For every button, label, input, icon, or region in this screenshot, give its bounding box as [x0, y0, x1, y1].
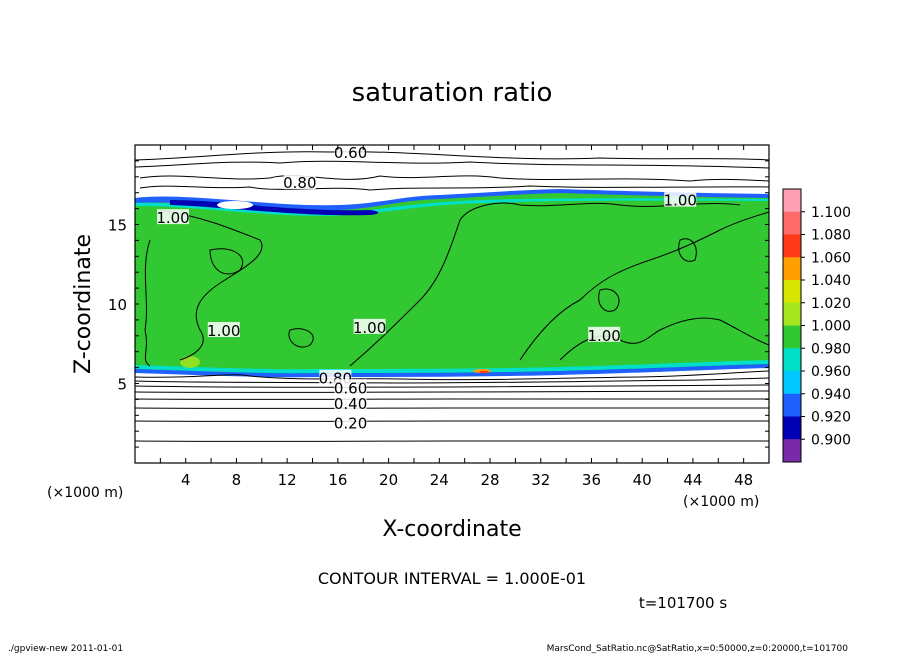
colorbar-swatch: [783, 302, 801, 326]
y-tick-label: 10: [108, 296, 127, 314]
contour-label-bg: [157, 209, 190, 225]
contour-label: 0.80: [283, 174, 316, 192]
time-label: t=101700 s: [639, 594, 727, 612]
colorbar-swatch: [783, 371, 801, 395]
contour-label-bg: [664, 191, 697, 207]
contour-label-bg: [334, 414, 367, 430]
contour-line: [135, 390, 769, 393]
contour-line: [135, 377, 769, 384]
x-tick-label: 48: [734, 471, 753, 489]
x-axis-label: X-coordinate: [382, 517, 521, 542]
colorbar-swatch: [783, 439, 801, 463]
footer-left: ./gpview-new 2011-01-01: [8, 644, 123, 654]
contour-labels: 0.600.801.001.001.00 1.00 1.000.800.600.40…: [156, 143, 697, 432]
x-unit-label: (×1000 m): [683, 494, 759, 510]
chart-title: saturation ratio: [352, 78, 553, 108]
colorbar-label: 1.080: [811, 228, 851, 244]
white-patch: [217, 201, 253, 209]
contour-lines: [135, 151, 769, 442]
contour-line: [135, 160, 769, 169]
footer-right: MarsCond_SatRatio.nc@SatRatio,x=0:50000,…: [547, 644, 849, 654]
y-unit-label: (×1000 m): [47, 485, 123, 501]
contour-line: [135, 370, 769, 381]
red-spot: [479, 370, 489, 374]
y-axis-label: Z-coordinate: [71, 234, 96, 374]
y-tick-label: 5: [117, 376, 127, 394]
colorbar-swatch: [783, 348, 801, 372]
contour-label: 0.40: [334, 395, 367, 413]
contour-line: [139, 175, 769, 182]
contour-line: [598, 288, 620, 312]
lower-cyan-band: [135, 360, 769, 374]
colorbar-label: 1.060: [811, 250, 851, 266]
colorbar-label: 1.020: [811, 296, 851, 312]
contour-line: [135, 151, 769, 161]
contour-label: 1.00: [207, 322, 240, 340]
contour-label: 1.00: [353, 319, 386, 337]
x-axis: 4 8 12 16 20 24 28 32 36 40 44 48: [159, 145, 753, 489]
colorbar-swatch: [783, 234, 801, 258]
colorbar-swatch: [783, 325, 801, 349]
contour-line: [519, 211, 769, 361]
contour-line: [139, 185, 769, 191]
contour-line: [159, 209, 263, 361]
saturated-region-fill: [135, 190, 769, 376]
x-tick-label: 44: [683, 471, 702, 489]
light-green-spot: [180, 356, 200, 368]
colorbar-label: 0.900: [811, 432, 851, 448]
y-axis: 5 10 15: [108, 160, 769, 448]
contour-label: 1.00: [156, 209, 189, 227]
contour-line: [349, 202, 741, 367]
x-tick-label: 24: [430, 471, 449, 489]
colorbar-swatch: [783, 280, 801, 304]
contour-label: 0.20: [334, 414, 367, 432]
colorbar-swatch: [783, 416, 801, 440]
colorbar-swatch: [783, 393, 801, 417]
x-tick-label: 28: [480, 471, 499, 489]
contour-line: [209, 248, 243, 275]
x-tick-label: 40: [633, 471, 652, 489]
colorbar: 1.100 1.080 1.060 1.040 1.020 1.000 0.980 0.960…: [782, 188, 851, 463]
x-tick-label: 8: [232, 471, 242, 489]
contour-line: [144, 239, 151, 367]
contour-label: 0.60: [334, 144, 367, 162]
contour-label-bg: [283, 174, 316, 190]
lower-blue-band: [135, 364, 769, 378]
x-tick-label: 32: [531, 471, 550, 489]
contour-label-bg: [207, 322, 240, 338]
contour-line: [288, 328, 314, 348]
contour-label-bg: [334, 143, 367, 159]
colorbar-label: 0.960: [811, 364, 851, 380]
colorbar-label: 0.920: [811, 410, 851, 426]
y-tick-label: 15: [108, 217, 127, 235]
colorbar-label: 1.040: [811, 273, 851, 289]
colorbar-swatch: [783, 189, 801, 213]
contour-label: 1.00: [664, 192, 697, 210]
x-tick-label: 12: [278, 471, 297, 489]
colorbar-swatch: [783, 257, 801, 281]
contour-label: 1.00: [587, 327, 620, 345]
contour-label-bg: [353, 318, 386, 334]
colorbar-label: 0.980: [811, 341, 851, 357]
x-tick-label: 4: [181, 471, 191, 489]
colorbar-label: 1.100: [811, 205, 851, 221]
contour-label-bg: [334, 379, 367, 395]
contour-label-bg: [588, 326, 621, 342]
contour-line: [135, 384, 769, 388]
contour-label: 0.60: [334, 379, 367, 397]
colorbar-label: 0.940: [811, 387, 851, 403]
upper-cyan-band: [135, 198, 769, 216]
upper-blue-band: [135, 189, 769, 211]
contour-line: [678, 238, 697, 262]
contour-label-bg: [334, 395, 367, 411]
colorbar-label: 1.000: [811, 319, 851, 335]
contour-interval-label: CONTOUR INTERVAL = 1.000E-01: [318, 569, 586, 588]
colorbar-swatch: [783, 211, 801, 235]
x-tick-label: 36: [582, 471, 601, 489]
x-tick-label: 16: [328, 471, 347, 489]
x-tick-label: 20: [379, 471, 398, 489]
